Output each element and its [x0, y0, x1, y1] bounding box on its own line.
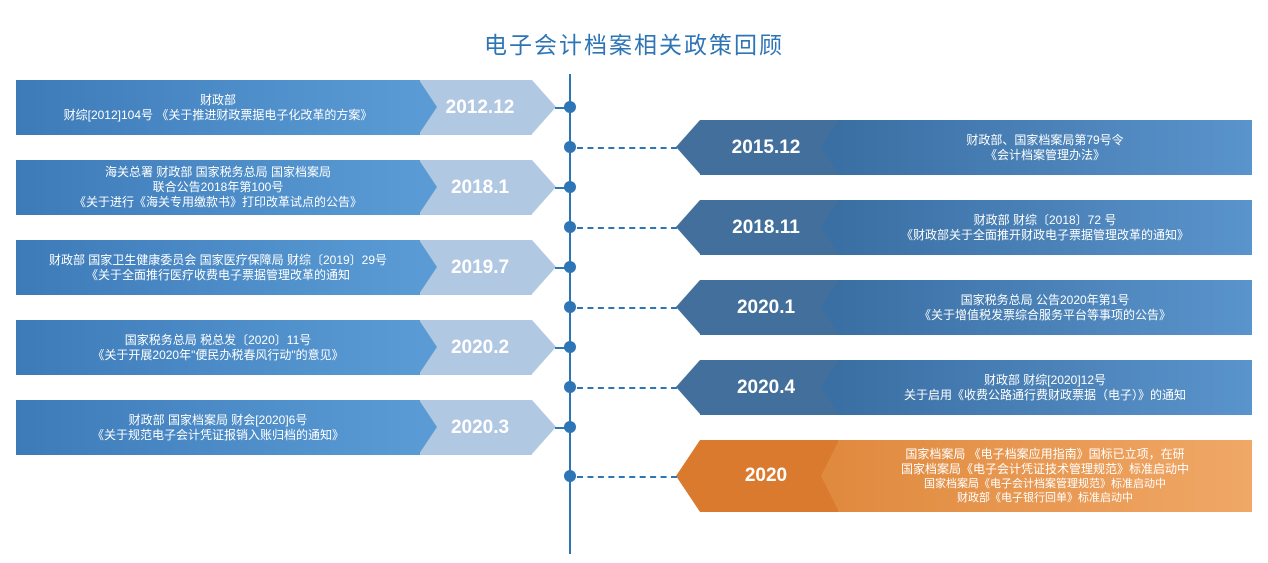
connector-dash — [577, 307, 677, 309]
right-date-badge: 2020.4 — [700, 360, 838, 415]
connector-dash — [577, 227, 677, 229]
policy-line: 《会计档案管理办法》 — [985, 148, 1105, 163]
date-text: 2012.12 — [446, 97, 515, 119]
left-rect: 财政部 财综[2012]104号 《关于推进财政票据电子化改革的方案》 — [16, 80, 420, 135]
timeline-node — [564, 181, 576, 193]
left-item-1: 海关总署 财政部 国家税务总局 国家档案局 联合公告2018年第100号 《关于… — [16, 160, 532, 215]
right-item-4: 2020 国家档案局 《电子档案应用指南》国标已立项，在研 国家档案局《电子会计… — [700, 440, 1252, 512]
right-item-1: 2018.11 财政部 财综〔2018〕72 号 《财政部关于全面推开财政电子票… — [700, 200, 1252, 255]
right-item-0: 2015.12 财政部、国家档案局第79号令 《会计档案管理办法》 — [700, 120, 1252, 175]
policy-line: 《财政部关于全面推开财政电子票据管理改革的通知》 — [901, 228, 1189, 243]
right-date-badge: 2020 — [700, 440, 838, 512]
policy-line: 财政部 财综〔2018〕72 号 — [974, 213, 1117, 228]
policy-line: 财政部 国家卫生健康委员会 国家医疗保障局 财综〔2019〕29号 — [49, 253, 387, 268]
date-text: 2020.2 — [451, 337, 509, 359]
right-rect: 财政部 财综〔2018〕72 号 《财政部关于全面推开财政电子票据管理改革的通知… — [838, 200, 1252, 255]
left-item-3: 国家税务总局 税总发〔2020〕11号 《关于开展2020年"便民办税春风行动"… — [16, 320, 532, 375]
timeline-node — [564, 421, 576, 433]
chart-title: 电子会计档案相关政策回顾 — [0, 0, 1268, 60]
right-item-2: 2020.1 国家税务总局 公告2020年第1号 《关于增值税发票综合服务平台等… — [700, 280, 1252, 335]
connector-dash — [555, 427, 565, 429]
connector-dash — [577, 387, 677, 389]
left-date-badge: 2018.1 — [420, 160, 532, 215]
connector-dash — [577, 147, 677, 149]
timeline-node — [564, 470, 576, 482]
date-text: 2018.1 — [451, 177, 509, 199]
policy-line: 财综[2012]104号 《关于推进财政票据电子化改革的方案》 — [64, 108, 373, 123]
policy-line: 《关于开展2020年"便民办税春风行动"的意见》 — [92, 348, 343, 363]
policy-line: 《关于进行《海关专用缴款书》打印改革试点的公告》 — [74, 195, 362, 210]
policy-line: 国家档案局 《电子档案应用指南》国标已立项，在研 — [905, 447, 1184, 462]
right-date-badge: 2015.12 — [700, 120, 838, 175]
left-date-badge: 2020.2 — [420, 320, 532, 375]
date-text: 2020.4 — [737, 377, 795, 399]
policy-line: 《关于规范电子会计凭证报销入账归档的通知》 — [92, 428, 344, 443]
timeline-node — [564, 341, 576, 353]
right-item-3: 2020.4 财政部 财综[2020]12号 关于启用《收费公路通行费财政票据（… — [700, 360, 1252, 415]
left-rect: 财政部 国家档案局 财会[2020]6号 《关于规范电子会计凭证报销入账归档的通… — [16, 400, 420, 455]
left-item-0: 财政部 财综[2012]104号 《关于推进财政票据电子化改革的方案》 2012… — [16, 80, 532, 135]
policy-line: 海关总署 财政部 国家税务总局 国家档案局 — [105, 165, 331, 180]
right-rect: 财政部、国家档案局第79号令 《会计档案管理办法》 — [838, 120, 1252, 175]
connector-dash — [555, 267, 565, 269]
right-rect: 国家档案局 《电子档案应用指南》国标已立项，在研 国家档案局《电子会计凭证技术管… — [838, 440, 1252, 512]
connector-dash — [555, 107, 565, 109]
left-item-4: 财政部 国家档案局 财会[2020]6号 《关于规范电子会计凭证报销入账归档的通… — [16, 400, 532, 455]
right-rect: 财政部 财综[2020]12号 关于启用《收费公路通行费财政票据（电子）》的通知 — [838, 360, 1252, 415]
policy-line: 国家档案局《电子会计凭证技术管理规范》标准启动中 — [901, 462, 1189, 477]
left-date-badge: 2019.7 — [420, 240, 532, 295]
timeline: 财政部 财综[2012]104号 《关于推进财政票据电子化改革的方案》 2012… — [0, 74, 1268, 563]
date-text: 2015.12 — [732, 137, 801, 159]
connector-dash — [555, 347, 565, 349]
date-text: 2020.3 — [451, 417, 509, 439]
left-rect: 国家税务总局 税总发〔2020〕11号 《关于开展2020年"便民办税春风行动"… — [16, 320, 420, 375]
date-text: 2019.7 — [451, 257, 509, 279]
policy-line: 财政部、国家档案局第79号令 — [966, 133, 1123, 148]
left-rect: 海关总署 财政部 国家税务总局 国家档案局 联合公告2018年第100号 《关于… — [16, 160, 420, 215]
policy-line: 财政部《电子银行回单》标准启动中 — [957, 491, 1133, 505]
right-date-badge: 2020.1 — [700, 280, 838, 335]
timeline-node — [564, 101, 576, 113]
timeline-node — [564, 141, 576, 153]
policy-line: 国家税务总局 公告2020年第1号 — [961, 293, 1130, 308]
date-text: 2020 — [745, 465, 787, 487]
timeline-node — [564, 261, 576, 273]
policy-line: 《关于增值税发票综合服务平台等事项的公告》 — [919, 308, 1171, 323]
policy-line: 国家档案局《电子会计档案管理规范》标准启动中 — [924, 477, 1166, 491]
date-text: 2018.11 — [732, 217, 800, 239]
connector-dash — [577, 476, 677, 478]
timeline-node — [564, 301, 576, 313]
date-text: 2020.1 — [737, 297, 795, 319]
policy-line: 联合公告2018年第100号 — [153, 180, 284, 195]
timeline-node — [564, 221, 576, 233]
left-item-2: 财政部 国家卫生健康委员会 国家医疗保障局 财综〔2019〕29号 《关于全面推… — [16, 240, 532, 295]
policy-line: 关于启用《收费公路通行费财政票据（电子）》的通知 — [904, 388, 1186, 403]
policy-line: 财政部 国家档案局 财会[2020]6号 — [129, 413, 308, 428]
left-rect: 财政部 国家卫生健康委员会 国家医疗保障局 财综〔2019〕29号 《关于全面推… — [16, 240, 420, 295]
right-date-badge: 2018.11 — [700, 200, 838, 255]
policy-line: 财政部 — [200, 93, 236, 108]
policy-line: 国家税务总局 税总发〔2020〕11号 — [125, 333, 312, 348]
policy-line: 《关于全面推行医疗收费电子票据管理改革的通知 — [86, 268, 350, 283]
left-date-badge: 2020.3 — [420, 400, 532, 455]
left-date-badge: 2012.12 — [420, 80, 532, 135]
right-rect: 国家税务总局 公告2020年第1号 《关于增值税发票综合服务平台等事项的公告》 — [838, 280, 1252, 335]
policy-line: 财政部 财综[2020]12号 — [984, 373, 1106, 388]
timeline-node — [564, 381, 576, 393]
connector-dash — [555, 187, 565, 189]
